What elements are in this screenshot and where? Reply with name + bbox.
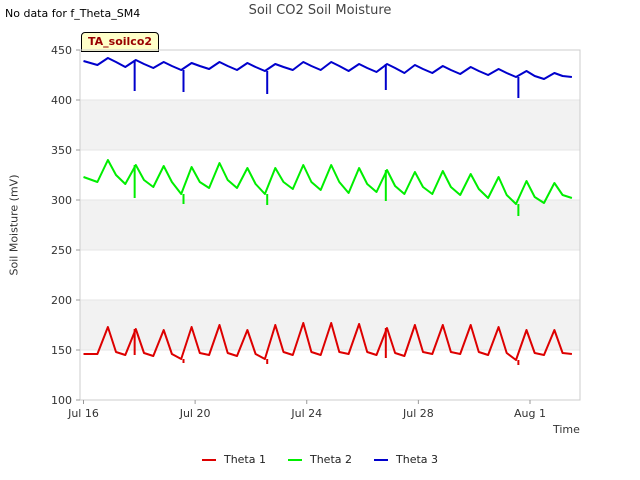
legend-label: Theta 1: [223, 453, 266, 466]
legend-item-theta-2[interactable]: Theta 2: [287, 453, 352, 466]
y-axis-label: Soil Moisture (mV): [7, 174, 21, 276]
x-tick-label: Aug 1: [514, 407, 546, 420]
legend-item-theta-3[interactable]: Theta 3: [374, 453, 438, 466]
legend-swatch: [201, 458, 216, 461]
no-data-message: No data for f_Theta_SM4: [5, 7, 141, 20]
x-tick-label: Jul 24: [290, 407, 322, 420]
series-line-theta-2: [83, 159, 573, 205]
series-line-theta-1: [83, 322, 573, 361]
y-tick-label: 100: [51, 394, 72, 407]
y-tick-label: 150: [51, 344, 72, 357]
x-axis-label: Time: [553, 423, 580, 436]
legend-swatch: [374, 458, 388, 461]
chart-title: Soil CO2 Soil Moisture: [248, 3, 392, 18]
legend: Theta 1 Theta 2 Theta 3: [0, 453, 640, 466]
legend-item-theta-1[interactable]: Theta 1: [201, 453, 266, 466]
legend-label: Theta 2: [309, 453, 352, 466]
y-tick-label: 350: [51, 144, 72, 157]
legend-label: Theta 3: [396, 453, 439, 466]
grid-band: [80, 100, 580, 150]
grid-band: [80, 200, 580, 250]
plot-frame: [79, 49, 581, 401]
x-tick-label: Jul 16: [67, 407, 99, 420]
y-tick-label: 450: [51, 44, 72, 57]
x-tick-label: Jul 20: [179, 407, 211, 420]
y-tick-label: 300: [51, 194, 72, 207]
y-tick-label: 400: [51, 94, 72, 107]
legend-swatch: [287, 458, 302, 461]
x-tick-label: Jul 28: [402, 407, 434, 420]
series-line-theta-3: [83, 57, 573, 80]
y-tick-label: 250: [51, 244, 72, 257]
dataset-badge[interactable]: TA_soilco2: [81, 32, 160, 52]
y-tick-label: 200: [51, 294, 72, 307]
